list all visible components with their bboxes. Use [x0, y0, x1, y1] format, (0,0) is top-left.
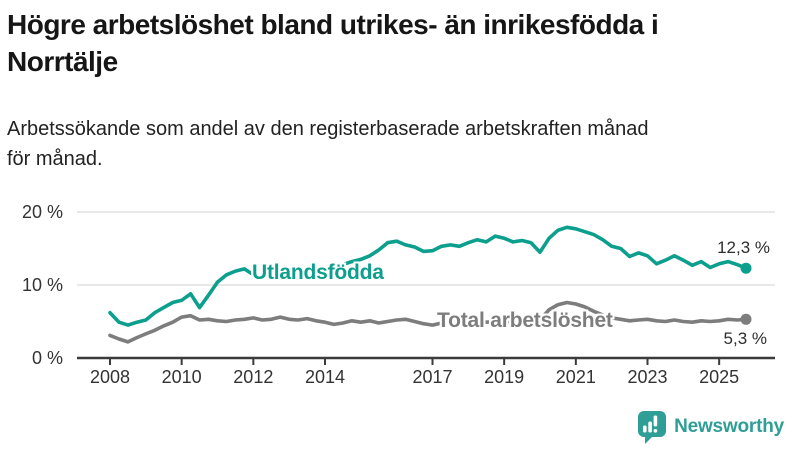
- series-label-utlandsfodda: Utlandsfödda: [252, 261, 384, 284]
- chart-title: Högre arbetslöshet bland utrikes- än inr…: [7, 6, 795, 80]
- x-tick-label-2023: 2023: [627, 367, 668, 387]
- y-tick-label-10: 10 %: [21, 275, 63, 295]
- series-line-total-arbetsloshet: [108, 300, 748, 344]
- end-value-label-utlandsfodda: 12,3 %: [717, 238, 770, 257]
- x-tick-label-2008: 2008: [89, 367, 131, 387]
- chart-title-line-1: Högre arbetslöshet bland utrikes- än inr…: [7, 9, 659, 40]
- chart-title-line-2: Norrtälje: [7, 46, 118, 77]
- newsworthy-logo-icon: [638, 410, 667, 444]
- end-dot-total-arbetsloshet: [740, 313, 752, 325]
- x-tick-label-2025: 2025: [699, 367, 740, 387]
- x-tick-label-2017: 2017: [412, 367, 453, 387]
- series-label-total-arbetsloshet: Total arbetslöshet: [437, 309, 613, 332]
- chart-subtitle: Arbetssökande som andel av den registerb…: [7, 114, 795, 174]
- x-tick-label-2014: 2014: [304, 367, 345, 387]
- x-tick-label-2019: 2019: [484, 367, 525, 387]
- newsworthy-wordmark: Newsworthy: [674, 416, 784, 437]
- series-line-utlandsfodda: [108, 225, 748, 327]
- chart-subtitle-line-2: för månad.: [7, 148, 103, 170]
- end-value-label-total-arbetsloshet: 5,3 %: [723, 329, 767, 348]
- chart-subtitle-line-1: Arbetssökande som andel av den registerb…: [7, 118, 649, 140]
- x-tick-label-2021: 2021: [555, 367, 596, 387]
- x-tick-label-2010: 2010: [161, 367, 202, 387]
- y-tick-label-0: 0 %: [31, 348, 63, 368]
- newsworthy-logo: Newsworthy: [637, 409, 784, 445]
- y-tick-label-20: 20 %: [21, 202, 63, 222]
- x-tick-label-2012: 2012: [233, 367, 274, 387]
- end-dot-utlandsfodda: [740, 262, 752, 274]
